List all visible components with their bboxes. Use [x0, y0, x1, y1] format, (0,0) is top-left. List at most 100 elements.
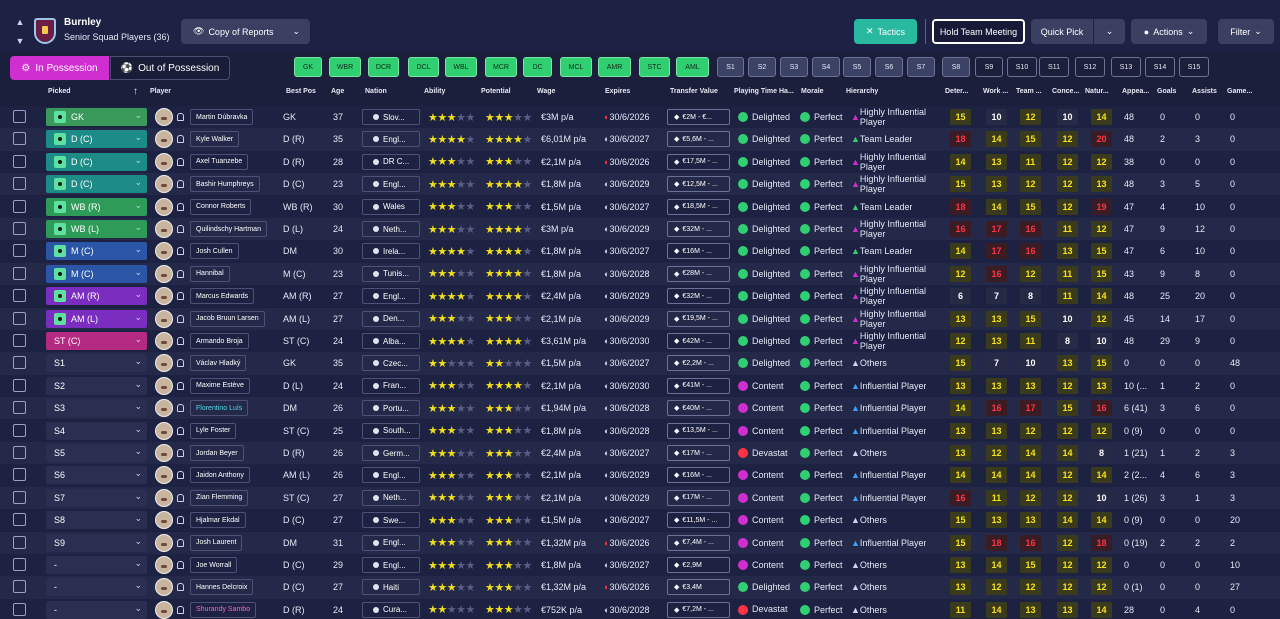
- picked-select[interactable]: D (C) ⌄: [46, 175, 147, 194]
- picked-select[interactable]: S1 ⌄: [46, 354, 147, 373]
- position-chip-s9[interactable]: S9: [975, 57, 1003, 77]
- column-header[interactable]: Assists: [1192, 88, 1217, 95]
- transfer-value[interactable]: ◆ €17M - ...: [667, 445, 730, 461]
- table-row[interactable]: S4 ⌄ Lyle Foster ST (C) 25 South... ★★★ ★ ★ ★★★ ★ ★…: [0, 419, 1280, 442]
- nation[interactable]: Engl...: [362, 131, 420, 148]
- column-header[interactable]: Goals: [1157, 88, 1177, 95]
- hold-team-meeting-button[interactable]: Hold Team Meeting: [932, 19, 1025, 44]
- table-row[interactable]: - ⌄ Shurandy Sambo D (R) 24 Cura... ★★ ★ ★ ★ ★★★ ★ ★…: [0, 598, 1280, 619]
- transfer-value[interactable]: ◆ €18,5M - ...: [667, 198, 730, 215]
- picked-select[interactable]: - ⌄: [46, 556, 147, 574]
- select-checkbox[interactable]: [13, 266, 26, 280]
- select-checkbox[interactable]: [13, 558, 26, 571]
- nation[interactable]: Alba...: [362, 333, 420, 349]
- select-checkbox[interactable]: [13, 199, 26, 213]
- nation[interactable]: Engl...: [362, 534, 420, 551]
- player-name[interactable]: Maxime Estève: [190, 377, 250, 394]
- transfer-value[interactable]: ◆ €16M - ...: [667, 467, 730, 484]
- table-row[interactable]: AM (R) ⌄ Marcus Edwards AM (R) 27 Engl... ★★★★…: [0, 285, 1280, 308]
- table-row[interactable]: AM (L) ⌄ Jacob Bruun Larsen AM (L) 27 Den... ★…: [0, 307, 1280, 330]
- table-row[interactable]: M (C) ⌄ Hannibal M (C) 23 Tunis... ★★★ ★ ★ ★★★★ ★ €…: [0, 262, 1280, 286]
- transfer-value[interactable]: ◆ €13,5M - ...: [667, 422, 730, 439]
- column-header[interactable]: Best Pos: [286, 88, 316, 95]
- tab-out-of-possession[interactable]: ⚽ Out of Possession: [110, 56, 230, 80]
- nav-arrows[interactable]: ▲ ▼: [14, 18, 26, 46]
- player-name[interactable]: Armando Broja: [190, 333, 249, 349]
- transfer-value[interactable]: ◆ €7,2M - ...: [667, 601, 730, 618]
- picked-select[interactable]: GK ⌄: [46, 108, 147, 126]
- view-select-button[interactable]: 👁 Copy of Reports ⌄: [181, 19, 310, 44]
- column-header[interactable]: Picked: [48, 88, 71, 95]
- transfer-value[interactable]: ◆ €2,9M: [667, 557, 730, 573]
- player-name[interactable]: Connor Roberts: [190, 198, 252, 215]
- player-name[interactable]: Jordan Beyer: [190, 445, 244, 461]
- select-checkbox[interactable]: [13, 244, 26, 258]
- picked-select[interactable]: M (C) ⌄: [46, 264, 147, 283]
- position-chip-mcl[interactable]: MCL: [560, 57, 592, 77]
- chevron-down-icon[interactable]: ▼: [15, 36, 25, 46]
- picked-select[interactable]: S5 ⌄: [46, 444, 147, 462]
- position-chip-s14[interactable]: S14: [1145, 57, 1175, 77]
- column-header[interactable]: Nation: [365, 88, 387, 95]
- column-header[interactable]: Wage: [537, 88, 556, 95]
- table-row[interactable]: ST (C) ⌄ Armando Broja ST (C) 24 Alba... ★★★★ ★…: [0, 330, 1280, 353]
- nation[interactable]: Tunis...: [362, 265, 420, 282]
- select-checkbox[interactable]: [13, 446, 26, 459]
- player-name[interactable]: Martin Dúbravka: [190, 109, 254, 125]
- nation[interactable]: Neth...: [362, 221, 420, 237]
- player-name[interactable]: Kyle Walker: [190, 131, 240, 148]
- column-header[interactable]: Age: [331, 88, 345, 95]
- table-row[interactable]: WB (R) ⌄ Connor Roberts WB (R) 30 Wales ★★★ ★ ★ ★…: [0, 195, 1280, 218]
- player-name[interactable]: Florentino Luís: [190, 400, 249, 417]
- quick-pick-button[interactable]: Quick Pick: [1031, 19, 1093, 44]
- transfer-value[interactable]: ◆ €2M - €...: [667, 109, 730, 125]
- table-row[interactable]: GK ⌄ Martin Dúbravka GK 37 Slov... ★★★ ★ ★ ★★★ ★ ★ €…: [0, 106, 1280, 129]
- nation[interactable]: Slov...: [362, 109, 420, 125]
- quick-pick-dropdown[interactable]: ⌄: [1094, 19, 1125, 44]
- player-name[interactable]: Jaidon Anthony: [190, 467, 250, 484]
- picked-select[interactable]: ST (C) ⌄: [46, 332, 147, 350]
- column-header[interactable]: Deter...: [945, 88, 969, 95]
- column-header[interactable]: Potential: [481, 88, 511, 95]
- picked-select[interactable]: S4 ⌄: [46, 421, 147, 440]
- transfer-value[interactable]: ◆ €28M - ...: [667, 265, 730, 282]
- table-row[interactable]: WB (L) ⌄ Quilindschy Hartman D (L) 24 Neth...…: [0, 218, 1280, 241]
- position-chip-aml[interactable]: AML: [676, 57, 709, 77]
- column-header[interactable]: Ability: [424, 88, 446, 95]
- position-chip-amr[interactable]: AMR: [598, 57, 631, 77]
- select-checkbox[interactable]: [13, 334, 26, 347]
- position-chip-stc[interactable]: STC: [639, 57, 670, 77]
- select-checkbox[interactable]: [13, 222, 26, 235]
- actions-button[interactable]: ● Actions ⌄: [1131, 19, 1207, 44]
- nation[interactable]: Germ...: [362, 445, 420, 461]
- sort-arrow-icon[interactable]: ↑: [133, 86, 138, 97]
- nation[interactable]: Engl...: [362, 557, 420, 573]
- player-name[interactable]: Bashir Humphreys: [190, 176, 260, 193]
- nation[interactable]: Irela...: [362, 243, 420, 260]
- position-chip-s12[interactable]: S12: [1075, 57, 1105, 77]
- select-checkbox[interactable]: [13, 468, 26, 482]
- transfer-value[interactable]: ◆ €3,4M: [667, 579, 730, 596]
- player-name[interactable]: Quilindschy Hartman: [190, 221, 267, 237]
- table-row[interactable]: - ⌄ Hannes Delcroix D (C) 27 Haiti ★★★ ★ ★ ★★★ ★ ★ €…: [0, 576, 1280, 599]
- picked-select[interactable]: S9 ⌄: [46, 533, 147, 552]
- picked-select[interactable]: - ⌄: [46, 600, 147, 619]
- nation[interactable]: Swe...: [362, 512, 420, 529]
- table-row[interactable]: D (C) ⌄ Kyle Walker D (R) 35 Engl... ★★★★ ★ ★★★★…: [0, 128, 1280, 151]
- select-checkbox[interactable]: [13, 401, 26, 415]
- nation[interactable]: Engl...: [362, 176, 420, 193]
- select-checkbox[interactable]: [13, 177, 26, 191]
- transfer-value[interactable]: ◆ €11,5M - ...: [667, 512, 730, 529]
- nation[interactable]: Wales: [362, 198, 420, 215]
- player-name[interactable]: Josh Laurent: [190, 534, 243, 551]
- transfer-value[interactable]: ◆ €16M - ...: [667, 243, 730, 260]
- select-checkbox[interactable]: [13, 110, 26, 123]
- transfer-value[interactable]: ◆ €32M - ...: [667, 288, 730, 305]
- select-checkbox[interactable]: [13, 378, 26, 392]
- table-row[interactable]: S2 ⌄ Maxime Estève D (L) 24 Fran... ★★★ ★ ★ ★★★★ ★…: [0, 374, 1280, 398]
- player-name[interactable]: Hannibal: [190, 265, 230, 282]
- nation[interactable]: Fran...: [362, 377, 420, 394]
- table-row[interactable]: D (C) ⌄ Bashir Humphreys D (C) 23 Engl... ★★★ ★…: [0, 173, 1280, 196]
- table-row[interactable]: D (C) ⌄ Axel Tuanzebe D (R) 28 DR C... ★★★ ★ ★ ★★…: [0, 150, 1280, 174]
- transfer-value[interactable]: ◆ €17,5M - ...: [667, 153, 730, 170]
